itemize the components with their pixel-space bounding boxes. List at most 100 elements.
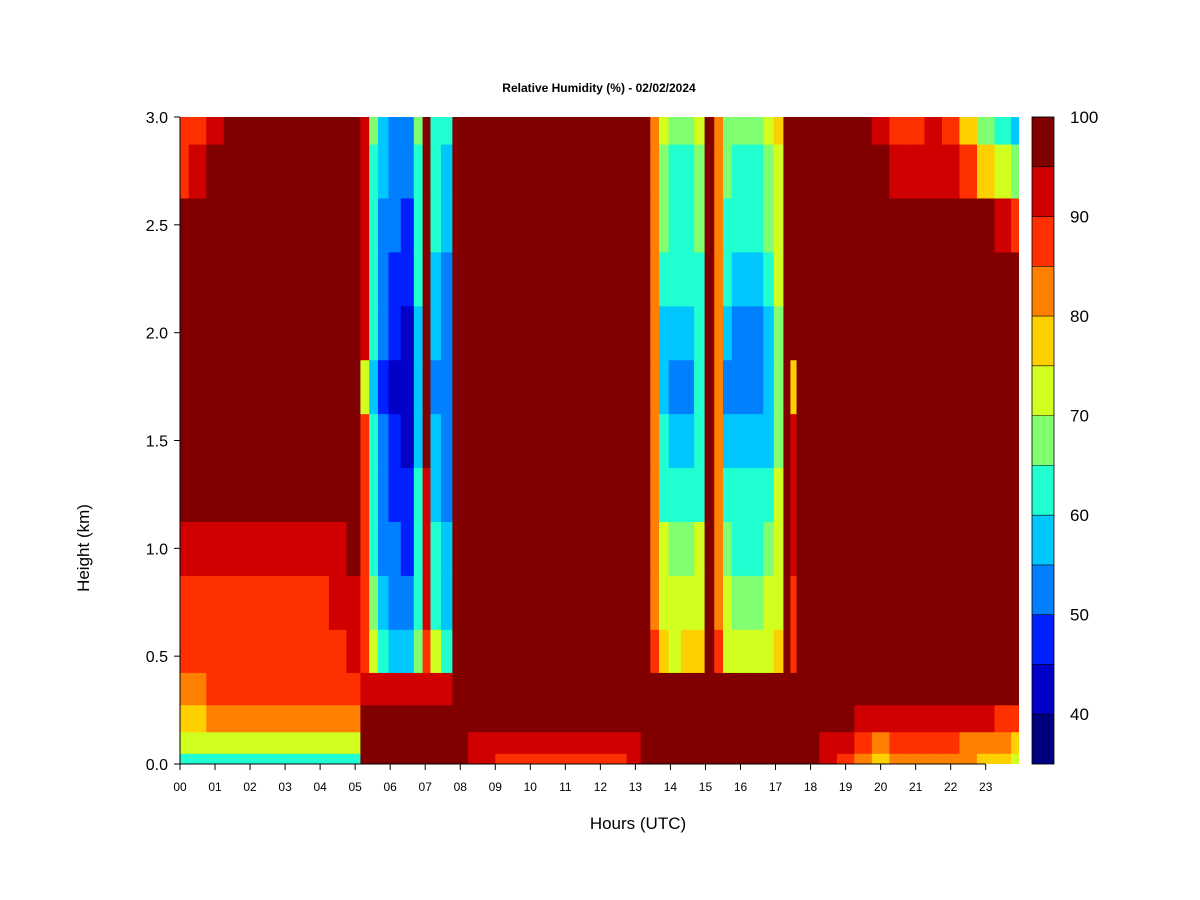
heatmap-cell bbox=[241, 521, 260, 576]
colorbar-swatch bbox=[1032, 365, 1054, 416]
heatmap-cell bbox=[1011, 143, 1019, 199]
heatmap-cell bbox=[790, 753, 798, 764]
heatmap-cell bbox=[452, 413, 469, 469]
heatmap-cell bbox=[422, 731, 432, 754]
heatmap-cell bbox=[188, 251, 207, 307]
heatmap-cell bbox=[600, 143, 628, 199]
heatmap-cell bbox=[722, 629, 733, 673]
heatmap-cell bbox=[659, 305, 670, 361]
heatmap-cell bbox=[976, 143, 996, 199]
heatmap-cell bbox=[790, 467, 798, 522]
heatmap-cell bbox=[694, 467, 706, 522]
heatmap-cell bbox=[742, 197, 754, 253]
heatmap-cell bbox=[704, 197, 715, 253]
heatmap-cell bbox=[773, 753, 785, 764]
heatmap-cell bbox=[959, 467, 978, 522]
heatmap-cell bbox=[871, 467, 890, 522]
heatmap-cell bbox=[180, 413, 190, 469]
heatmap-cell bbox=[790, 251, 798, 307]
heatmap-cell bbox=[790, 197, 798, 253]
heatmap-cell bbox=[941, 467, 961, 522]
heatmap-cell bbox=[889, 251, 908, 307]
heatmap-cell bbox=[854, 521, 873, 576]
x-tick-label: 00 bbox=[173, 780, 187, 794]
heatmap-cell bbox=[293, 753, 312, 764]
heatmap-cell bbox=[871, 672, 890, 706]
heatmap-cell bbox=[1011, 731, 1019, 754]
heatmap-cell bbox=[276, 413, 295, 469]
heatmap-cell bbox=[659, 413, 670, 469]
heatmap-cell bbox=[377, 143, 390, 199]
heatmap-cell bbox=[680, 117, 695, 145]
heatmap-cell bbox=[626, 704, 642, 733]
heatmap-cell bbox=[276, 251, 295, 307]
heatmap-cell bbox=[796, 197, 806, 253]
heatmap-cell bbox=[360, 629, 370, 673]
heatmap-cell bbox=[1011, 359, 1019, 415]
heatmap-cell bbox=[668, 629, 682, 673]
heatmap-cell bbox=[871, 251, 890, 307]
heatmap-cell bbox=[223, 753, 242, 764]
heatmap-cell bbox=[328, 731, 347, 754]
heatmap-cell bbox=[346, 305, 362, 361]
heatmap-cell bbox=[889, 575, 908, 630]
heatmap-cell bbox=[276, 753, 295, 764]
heatmap-cell bbox=[188, 704, 207, 733]
heatmap-cell bbox=[680, 467, 695, 522]
heatmap-cell bbox=[422, 704, 432, 733]
heatmap-cell bbox=[773, 575, 785, 630]
heatmap-cell bbox=[871, 143, 890, 199]
heatmap-cell bbox=[241, 753, 260, 764]
colorbar-swatch bbox=[1032, 564, 1054, 615]
heatmap-cell bbox=[377, 629, 390, 673]
heatmap-cell bbox=[223, 413, 242, 469]
heatmap-cell bbox=[854, 197, 873, 253]
heatmap-cell bbox=[180, 731, 190, 754]
heatmap-cell bbox=[346, 629, 362, 673]
heatmap-cell bbox=[388, 251, 402, 307]
heatmap-cell bbox=[276, 359, 295, 415]
heatmap-cell bbox=[241, 251, 260, 307]
heatmap-cell bbox=[360, 413, 370, 469]
heatmap-cell bbox=[400, 359, 415, 415]
heatmap-cell bbox=[790, 413, 798, 469]
heatmap-cell bbox=[468, 143, 496, 199]
colorbar-swatch bbox=[1032, 664, 1054, 715]
heatmap-cell bbox=[714, 251, 724, 307]
heatmap-cell bbox=[889, 629, 908, 673]
heatmap-cell bbox=[742, 575, 754, 630]
heatmap-cell bbox=[659, 117, 670, 145]
heatmap-cell bbox=[413, 704, 424, 733]
heatmap-cell bbox=[430, 305, 442, 361]
heatmap-cell bbox=[871, 197, 890, 253]
heatmap-cell bbox=[694, 413, 706, 469]
heatmap-cell bbox=[600, 305, 628, 361]
heatmap-cell bbox=[722, 672, 733, 706]
heatmap-cell bbox=[731, 251, 743, 307]
heatmap-cell bbox=[223, 672, 242, 706]
heatmap-cell bbox=[640, 629, 651, 673]
heatmap-cell bbox=[346, 753, 362, 764]
heatmap-cell bbox=[422, 672, 432, 706]
heatmap-cell bbox=[680, 305, 695, 361]
heatmap-cell bbox=[388, 197, 402, 253]
heatmap-cell bbox=[819, 731, 838, 754]
heatmap-cell bbox=[889, 672, 908, 706]
heatmap-cell bbox=[783, 575, 792, 630]
heatmap-cell bbox=[796, 704, 806, 733]
heatmap-cell bbox=[530, 731, 566, 754]
heatmap-cell bbox=[180, 117, 190, 145]
heatmap-cell bbox=[293, 359, 312, 415]
heatmap-cell bbox=[924, 251, 943, 307]
heatmap-cell bbox=[796, 753, 806, 764]
heatmap-cell bbox=[311, 143, 330, 199]
heatmap-cell bbox=[906, 305, 926, 361]
heatmap-cell bbox=[346, 704, 362, 733]
heatmap-cell bbox=[773, 629, 785, 673]
heatmap-cell bbox=[640, 704, 651, 733]
heatmap-cell bbox=[941, 629, 961, 673]
heatmap-cell bbox=[530, 197, 566, 253]
heatmap-cell bbox=[258, 575, 277, 630]
heatmap-cell bbox=[659, 197, 670, 253]
chart-title: Relative Humidity (%) - 02/02/2024 bbox=[502, 81, 696, 95]
